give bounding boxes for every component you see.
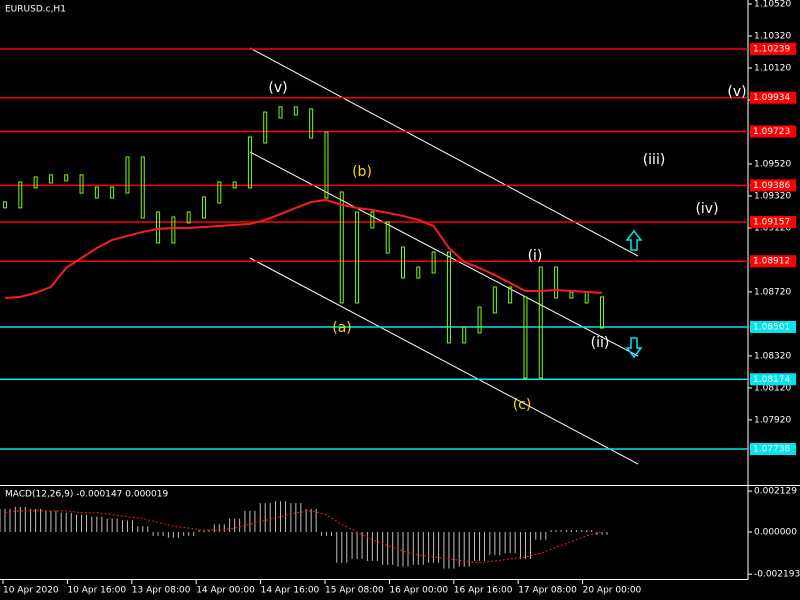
price-tick-label: 1.09120 [754,223,791,233]
price-tick-label: 1.08120 [754,383,791,393]
price-bar [339,191,344,304]
price-bar [523,296,528,379]
wave-label: (ii) [591,335,610,351]
price-bar [140,156,145,219]
macd-tick-label: -0.002193 [754,570,800,580]
level-tag [750,125,796,138]
level-tag [750,179,796,192]
time-label: 14 Apr 00:00 [196,586,255,596]
price-bar [600,296,604,329]
channel-line [249,257,639,465]
price-bar [477,306,482,334]
time-label: 16 Apr 16:00 [454,586,513,596]
price-tick-label: 1.07920 [754,415,791,425]
price-bar [538,266,543,379]
price-bar [508,286,513,304]
price-bar [324,131,329,199]
price-bar [431,251,436,274]
price-tick-label: 1.09520 [754,159,791,169]
time-label: 10 Apr 2020 [3,586,59,596]
price-bar [462,326,467,344]
price-bar [355,211,360,304]
price-bar [309,108,314,139]
wave-label: (b) [352,164,372,180]
price-bar [247,136,252,189]
level-tag [750,42,796,55]
wave-label: (a) [332,320,352,336]
price-bar [94,186,99,199]
price-bar [79,174,84,194]
level-label: 1.08501 [753,322,790,332]
price-bar [3,201,7,209]
level-label: 1.07738 [753,445,790,455]
level-label: 1.09386 [753,181,790,191]
time-label: 16 Apr 00:00 [389,586,448,596]
time-label: 13 Apr 08:00 [132,586,191,596]
macd-tick-label: 0.000000 [754,528,797,538]
price-bar [401,246,405,279]
time-label: 15 Apr 08:00 [325,586,384,596]
wave-label: (iii) [643,152,666,168]
wave-label: (v) [727,84,746,100]
wave-label: (c) [513,397,532,413]
price-bar [64,174,69,182]
price-bar [18,181,23,209]
price-bar [232,181,237,189]
level-tag [750,216,796,229]
price-tick-label: 1.10520 [754,0,791,9]
price-bar [554,266,559,299]
price-bar [446,251,451,344]
price-tick-label: 1.08720 [754,287,791,297]
price-bar [385,221,390,254]
price-bar [171,216,176,244]
level-label: 1.09157 [753,218,790,228]
up-arrow [625,229,643,251]
price-tick-label: 1.10120 [754,63,791,73]
price-tick-label: 1.09320 [754,191,791,201]
price-bar [110,186,115,199]
level-label: 1.09723 [753,127,790,137]
level-tag [750,91,796,104]
level-label: 1.09934 [753,93,790,103]
down-arrow [625,337,643,359]
price-bar [370,211,375,229]
symbol-label: EURUSD.c,H1 [5,5,66,15]
price-bar [278,106,283,119]
price-bar [48,174,53,184]
time-label: 10 Apr 16:00 [67,586,126,596]
level-label: 1.08912 [753,257,790,267]
price-bar [492,286,497,314]
price-bar [263,111,268,144]
macd-header: MACD(12,26,9) -0.000147 0.000019 [5,490,168,500]
level-label: 1.10239 [753,44,790,54]
price-tick-label: 1.10320 [754,31,791,41]
wave-label: (i) [528,248,543,264]
level-label: 1.08174 [753,375,790,385]
price-bar [125,156,130,194]
level-tag [750,320,796,333]
wave-label: (iv) [695,201,718,217]
price-bar [156,211,161,244]
time-label: 17 Apr 08:00 [518,586,577,596]
price-tick-label: 1.08320 [754,351,791,361]
price-bar [217,181,222,204]
moving-average [4,198,603,300]
time-label: 20 Apr 00:00 [583,586,642,596]
price-bar [416,266,421,279]
macd-tick-label: 0.002129 [754,487,797,497]
time-label: 14 Apr 16:00 [261,586,320,596]
level-tag [750,255,796,268]
level-tag [750,373,796,386]
price-bar [202,196,206,219]
price-bar [293,106,298,116]
level-tag [750,443,796,456]
price-bar [186,211,191,224]
price-bar [33,176,38,189]
wave-label: (v) [268,80,287,96]
